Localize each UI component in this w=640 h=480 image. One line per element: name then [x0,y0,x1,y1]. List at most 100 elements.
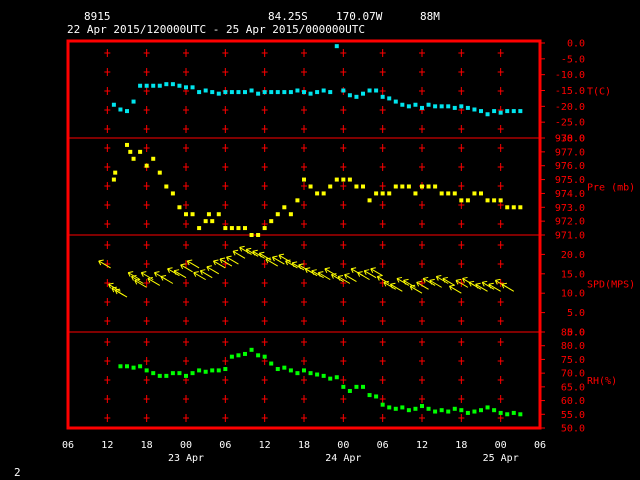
wind-arrow-head [140,272,144,277]
wind-arrow-head [357,272,361,277]
wind-arrow-head [245,249,249,254]
wind-arrow-head [403,280,406,285]
wind-arrow-head [200,269,206,272]
wind-arrow-head [108,284,111,289]
wind-arrow-head [475,284,479,289]
wind-arrow [422,276,436,286]
data-point [446,191,451,196]
wind-arrow [160,275,174,284]
wind-arrow-head [131,275,137,277]
wind-arrow-head [364,269,370,272]
wind-arrow-shaft [141,272,154,281]
y-tick-label: 975.0 [555,175,585,186]
wind-arrow [357,271,370,281]
data-point [406,184,411,189]
data-point [256,233,261,237]
data-point [315,372,320,377]
x-tick-labels: 06 12 18 00 06 12 18 00 06 12 18 00 06 [62,440,546,451]
wind-arrow-head [311,269,317,272]
data-point [308,91,313,96]
wind-arrow-head [469,280,475,283]
wind-arrow [304,267,318,277]
data-point [347,388,352,393]
data-point [374,88,379,93]
x-tick-label: 00 [337,440,349,451]
wind-arrow-head [285,259,291,262]
data-point [144,368,149,373]
wind-arrow [475,282,488,292]
data-point [354,384,359,389]
wind-arrow-shaft [468,281,482,290]
x-tick-label: 00 [180,440,192,451]
y-tick-label: 972.0 [555,217,585,228]
data-point [282,365,287,370]
data-point [157,170,162,175]
wind-arrow [409,284,423,294]
y-tick-label: 60.0 [561,396,585,407]
wind-arrow-shaft [265,258,279,267]
data-point [164,82,169,87]
wind-arrow-shaft [285,260,298,269]
wind-arrow-head [98,259,104,262]
wind-arrow [455,278,469,288]
wind-arrow [271,255,285,265]
data-point [485,112,490,117]
panel-separators [68,137,540,333]
data-point [426,184,431,189]
wind-arrow-head [422,278,426,283]
data-point [485,405,490,410]
wind-arrow-head [154,271,160,274]
data-point [131,156,136,161]
data-point [393,99,398,104]
wind-arrow-head [370,268,374,273]
data-point [131,365,136,370]
y-tick-label: -25.0 [555,118,585,129]
data-point [315,90,320,95]
data-point [243,226,247,231]
data-point [492,408,497,413]
data-point [518,205,523,210]
wind-arrow-head [199,270,203,275]
page-number: 2 [14,466,21,479]
data-point [426,102,431,107]
data-point [170,371,175,376]
data-point [190,212,195,217]
data-point [210,90,215,95]
data-point [387,96,392,101]
data-point [125,142,129,147]
wind-arrow-head [370,267,376,270]
data-point [334,44,339,49]
data-point [203,219,208,224]
data-point [518,412,523,417]
wind-arrow-shaft [337,276,351,284]
wind-arrow-head [213,259,219,262]
wind-arrow-head [98,260,102,266]
data-point [400,405,405,410]
wind-arrow-head [167,268,170,273]
wind-arrow-head [344,273,350,276]
data-point [459,408,464,413]
data-point [197,368,202,373]
wind-arrow-head [180,263,186,266]
wind-arrow-head [363,270,367,275]
data-point [223,226,228,231]
wind-arrow-head [278,253,285,256]
data-point [229,90,234,95]
wind-arrow-head [226,255,232,258]
data-point [170,191,175,196]
x-date-labels: 23 Apr 24 Apr 25 Apr [168,453,519,464]
wind-arrow [442,276,456,286]
wind-arrow-head [298,263,304,266]
x-tick-label: 18 [298,440,310,451]
data-point [118,107,123,112]
y-tick-label: 0.0 [567,328,585,339]
y-tick-label: 5.0 [567,308,585,319]
x-tick-label: 06 [62,440,74,451]
data-point [347,93,352,98]
wind-arrow-shaft [252,250,265,259]
wind-arrow-shaft [396,278,410,286]
data-point [125,364,129,369]
wind-arrow-shaft [331,274,344,282]
wind-arrow-head [318,271,324,274]
wind-arrow-head [160,275,167,277]
